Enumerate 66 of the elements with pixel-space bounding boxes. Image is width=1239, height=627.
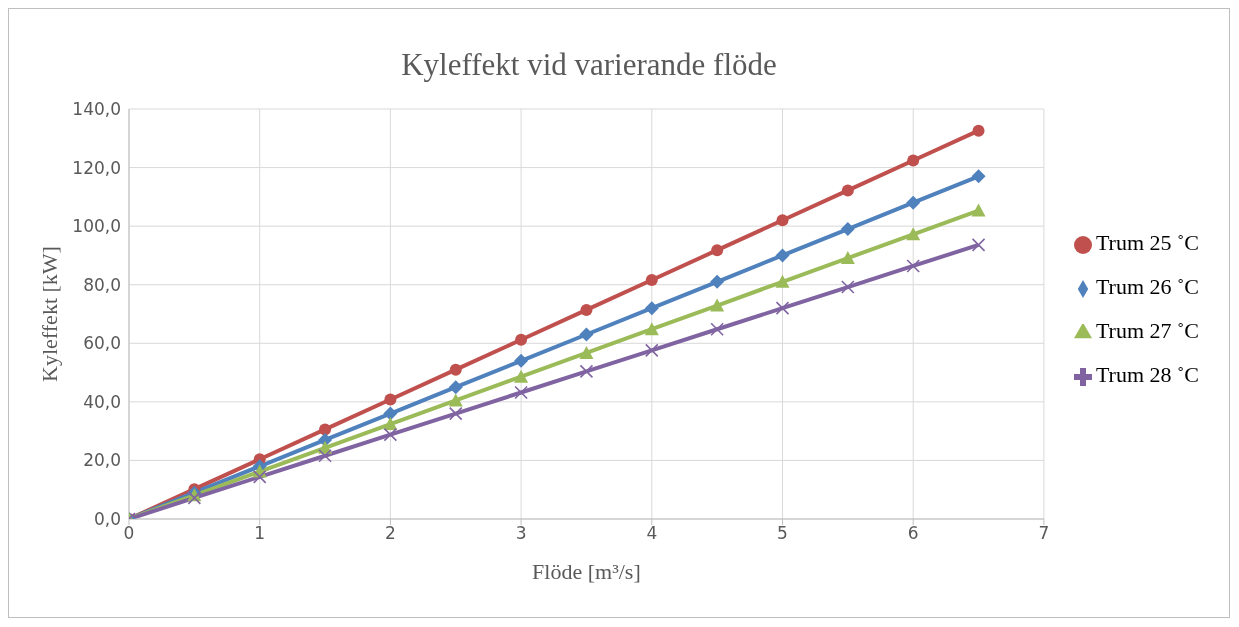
point	[318, 448, 332, 463]
point	[710, 298, 725, 312]
point	[971, 203, 986, 217]
point	[448, 380, 463, 395]
point	[775, 248, 790, 263]
point	[319, 423, 332, 436]
point	[906, 195, 921, 210]
point	[711, 244, 724, 257]
x-tick-label: 6	[907, 523, 919, 544]
x-tick-label: 5	[777, 523, 788, 544]
chart-title: Kyleffekt vid varierande flöde	[400, 47, 778, 83]
x-tick-label: 1	[254, 523, 266, 544]
x-tick-label: 3	[515, 523, 527, 544]
point	[579, 327, 594, 342]
point	[252, 470, 267, 484]
point	[383, 406, 398, 421]
point	[840, 251, 855, 265]
point	[580, 303, 593, 316]
point	[383, 417, 398, 431]
point	[514, 353, 529, 368]
point	[514, 369, 529, 383]
point	[776, 214, 789, 227]
point	[644, 301, 659, 316]
point	[644, 343, 659, 358]
y-tick-label: 20,0	[83, 450, 121, 471]
point	[384, 393, 397, 406]
point	[579, 364, 594, 379]
x-tick-label: 0	[123, 523, 135, 544]
point	[972, 124, 985, 137]
y-tick-label: 80,0	[83, 274, 121, 295]
y-tick-label: 40,0	[83, 391, 121, 412]
y-tick-label: 60,0	[83, 333, 121, 354]
point	[906, 227, 921, 241]
point	[775, 274, 790, 288]
legend-label: Trum 25 ˚C	[1095, 230, 1199, 255]
legend-label: Trum 27 ˚C	[1095, 318, 1199, 343]
point	[383, 427, 398, 442]
point	[971, 238, 986, 252]
y-tick-label: 100,0	[72, 216, 121, 237]
x-tick-label: 2	[384, 523, 396, 544]
point	[710, 322, 724, 337]
legend-label: Trum 28 ˚C	[1095, 362, 1199, 387]
y-axis-title: Kyleffekt [kW]	[36, 246, 62, 382]
x-tick-label: 4	[646, 523, 658, 544]
point	[449, 363, 462, 376]
point	[907, 154, 920, 167]
y-tick-label: 0,0	[93, 509, 121, 530]
y-tick-label: 140,0	[72, 99, 121, 120]
point	[841, 184, 854, 197]
point	[841, 280, 855, 294]
point	[971, 169, 986, 184]
y-tick-label: 120,0	[72, 157, 121, 178]
point	[579, 345, 594, 359]
point	[710, 274, 725, 289]
point	[840, 222, 855, 237]
point	[644, 322, 659, 336]
point	[514, 385, 528, 400]
point	[448, 393, 463, 407]
x-tick-label: 7	[1038, 523, 1050, 544]
point	[775, 301, 790, 315]
legend-label: Trum 26 ˚C	[1095, 274, 1199, 299]
point	[515, 333, 528, 346]
x-axis-title: Flöde [m³/s]	[532, 559, 641, 584]
point	[645, 274, 658, 287]
point	[448, 406, 463, 421]
point	[906, 259, 920, 273]
